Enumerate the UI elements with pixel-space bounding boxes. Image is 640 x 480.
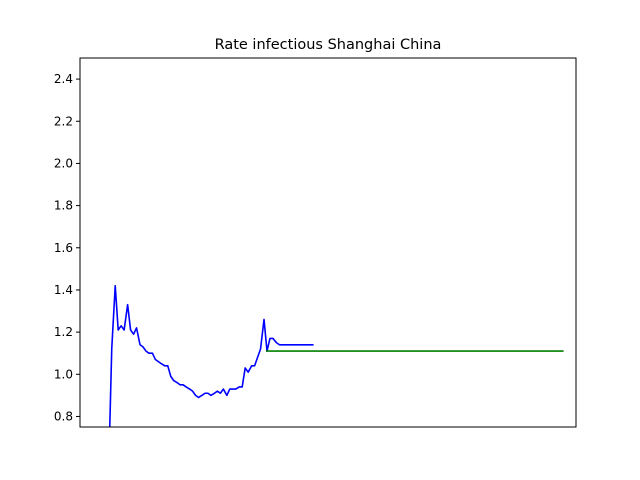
y-tick-label: 1.6: [54, 241, 73, 255]
chart-title: Rate infectious Shanghai China: [215, 37, 442, 53]
series-line-0: [108, 284, 314, 427]
y-tick-label: 2.4: [54, 72, 73, 86]
y-tick-label: 2.0: [54, 156, 73, 170]
y-tick-label: 0.8: [54, 409, 73, 423]
axes-frame: [79, 57, 577, 428]
plot-area: [108, 284, 564, 427]
y-tick-label: 2.2: [54, 114, 73, 128]
y-tick-label: 1.8: [54, 199, 73, 213]
y-axis: 0.8 1.0 1.2 1.4 1.6 1.8 2.0 2.2 2.4: [54, 72, 80, 423]
y-tick-label: 1.2: [54, 325, 73, 339]
y-tick-label: 1.0: [54, 367, 73, 381]
y-tick-label: 1.4: [54, 283, 73, 297]
